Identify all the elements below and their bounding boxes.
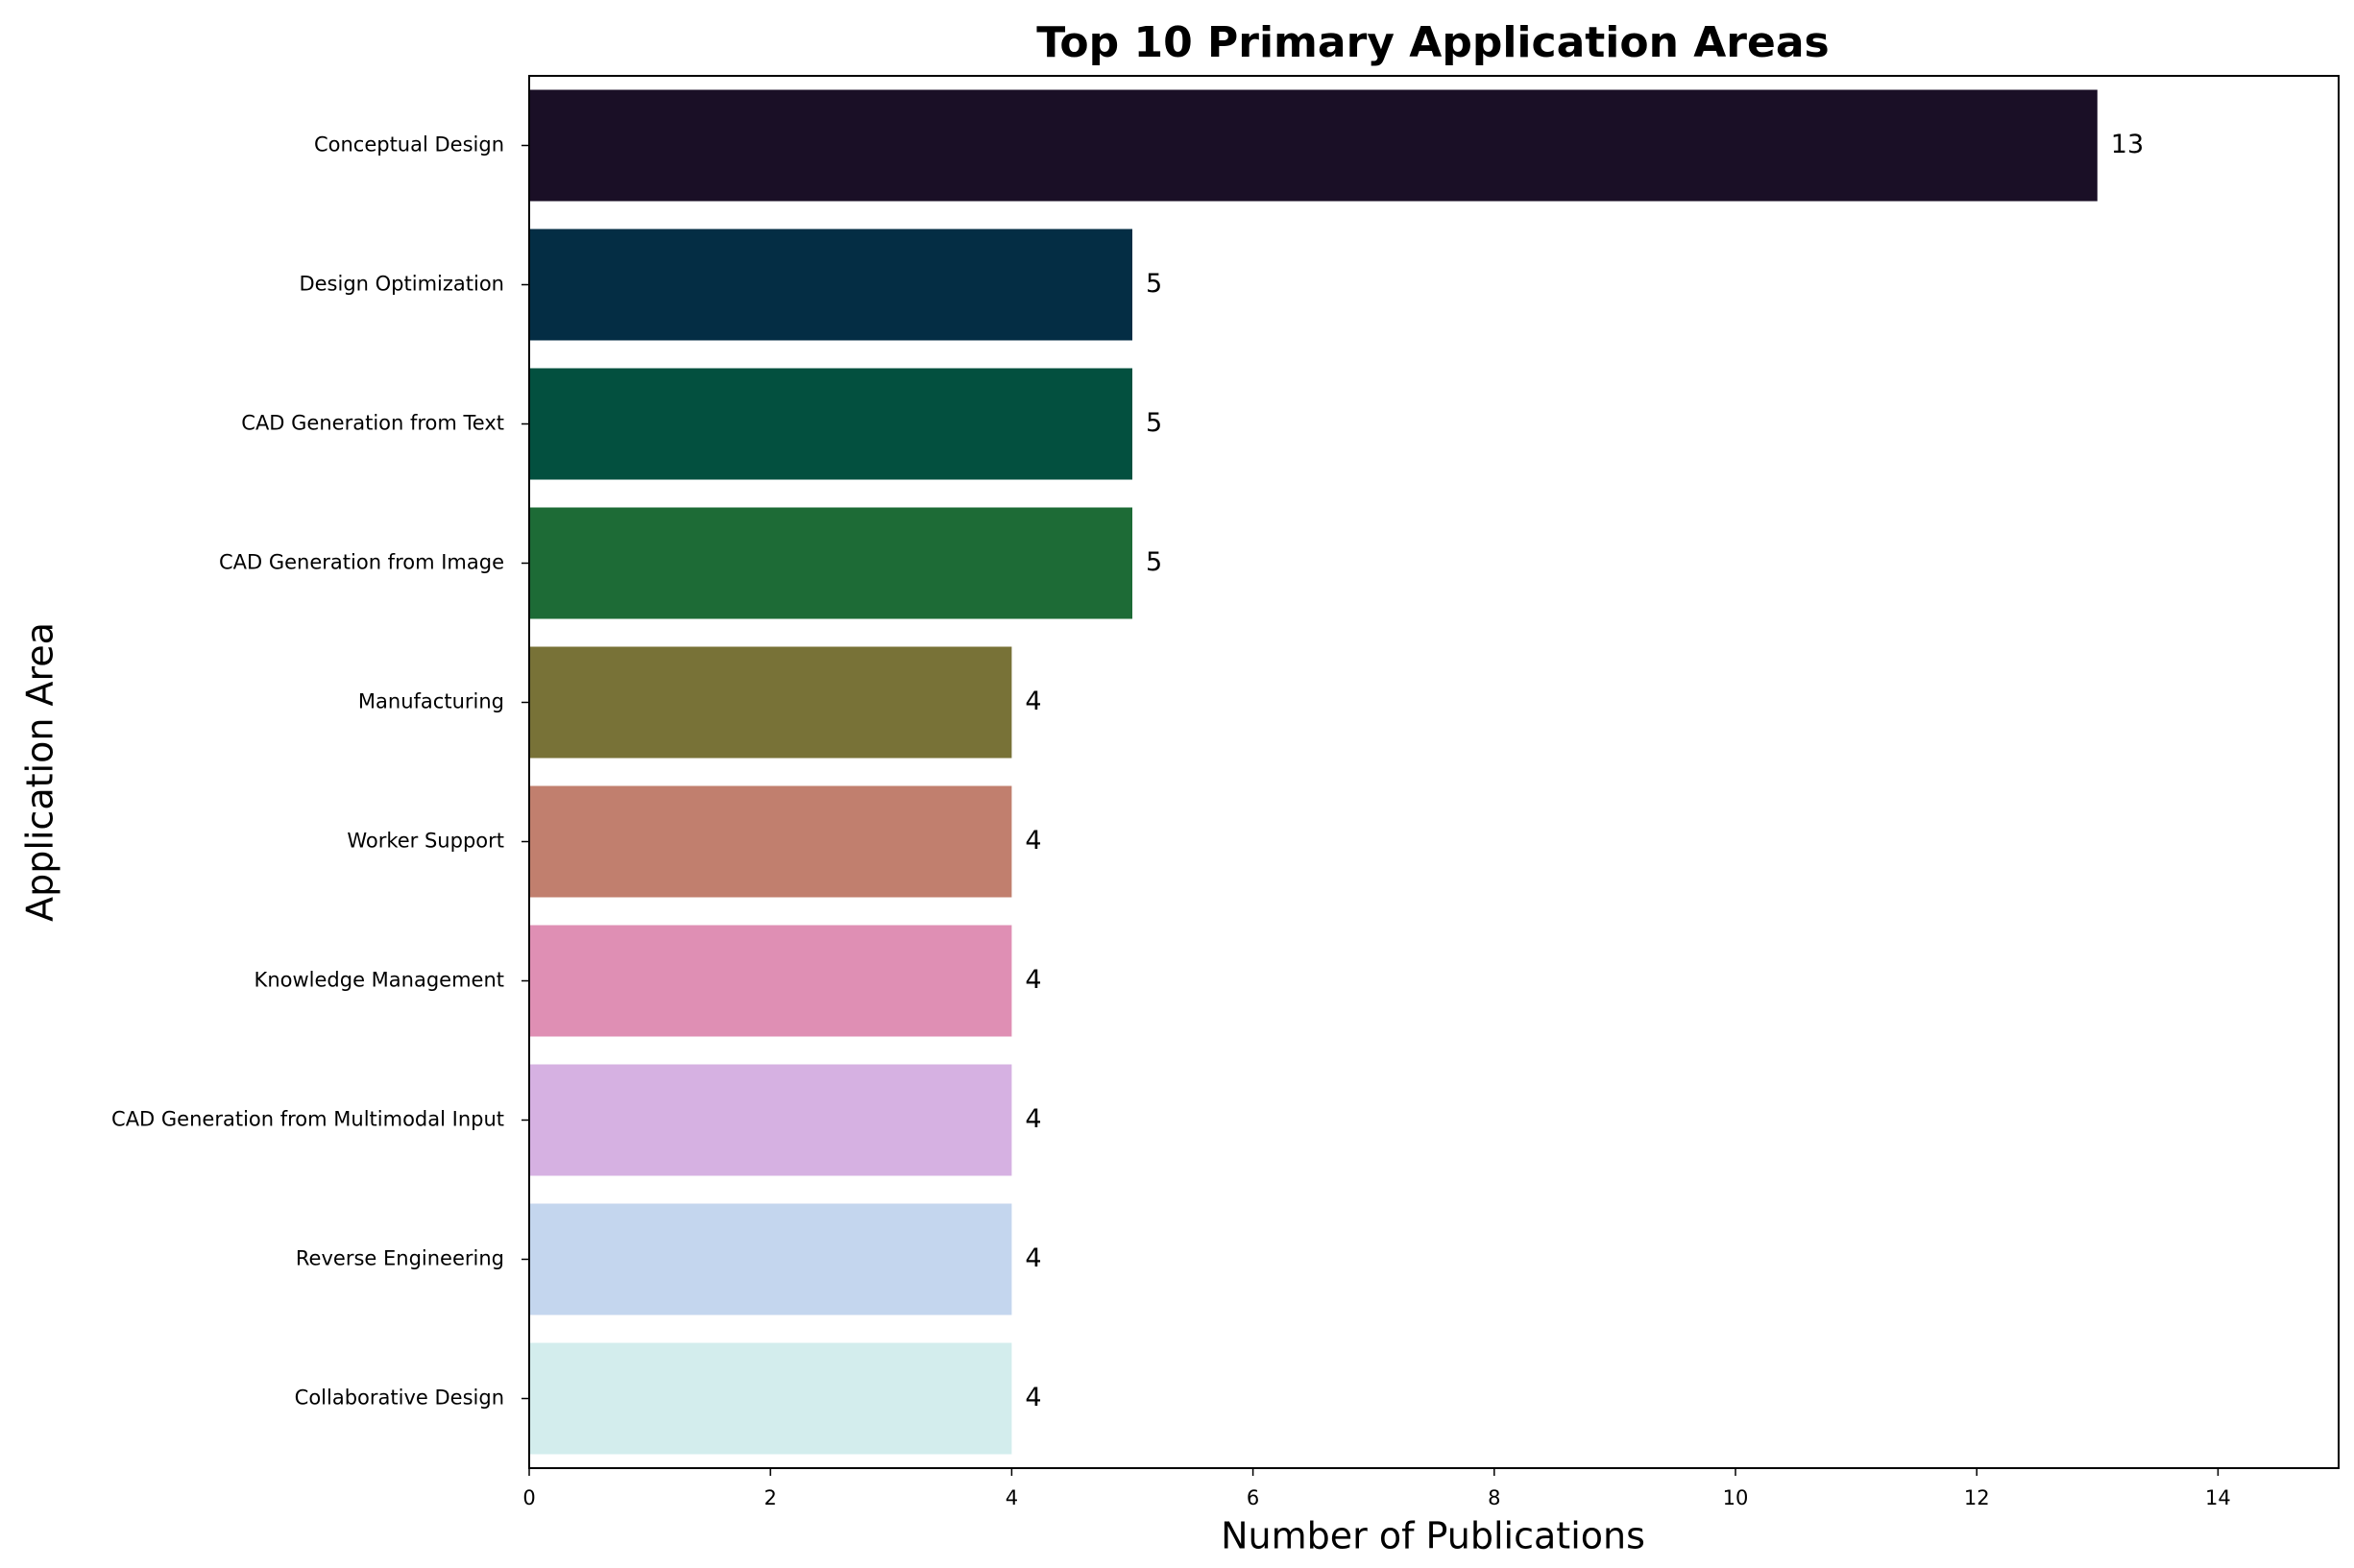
value-label: 4	[1025, 687, 1041, 716]
x-tick-label: 8	[1488, 1486, 1500, 1509]
bar	[529, 646, 1012, 759]
plot-frame	[528, 75, 2340, 1469]
x-tick-label: 0	[522, 1486, 535, 1509]
bar	[529, 925, 1012, 1037]
x-tick-label: 14	[2205, 1486, 2231, 1509]
chart-title: Top 10 Primary Application Areas	[1036, 18, 1829, 67]
bar	[529, 1064, 1012, 1176]
bar	[529, 368, 1132, 480]
value-label: 5	[1146, 547, 1162, 577]
y-tick-label: Reverse Engineering	[296, 1247, 504, 1270]
x-tick-label: 2	[764, 1486, 777, 1509]
bar	[529, 229, 1132, 341]
x-tick-label: 4	[1006, 1486, 1018, 1509]
bar	[529, 507, 1132, 619]
value-label: 13	[2111, 130, 2144, 159]
y-tick-label: Knowledge Management	[255, 969, 504, 992]
value-label: 4	[1025, 1383, 1041, 1412]
y-tick-label: Collaborative Design	[295, 1387, 504, 1410]
y-tick-label: CAD Generation from Image	[219, 551, 504, 574]
bar	[529, 1342, 1012, 1455]
y-tick-label: Worker Support	[347, 830, 504, 853]
value-label: 4	[1025, 1243, 1041, 1273]
y-tick-label: CAD Generation from Text	[241, 412, 504, 435]
value-label: 4	[1025, 1104, 1041, 1134]
bar	[529, 89, 2098, 202]
bar	[529, 785, 1012, 898]
value-label: 5	[1146, 269, 1162, 299]
x-tick-label: 12	[1964, 1486, 1990, 1509]
y-tick-label: Conceptual Design	[314, 133, 504, 157]
value-label: 4	[1025, 965, 1041, 995]
y-tick-label: Design Optimization	[299, 273, 504, 296]
x-tick-label: 6	[1247, 1486, 1259, 1509]
y-tick-label: CAD Generation from Multimodal Input	[111, 1108, 504, 1131]
value-label: 5	[1146, 408, 1162, 438]
y-axis-label: Application Area	[19, 622, 61, 922]
bar	[529, 1203, 1012, 1315]
value-label: 4	[1025, 826, 1041, 856]
x-axis-label: Number of Publications	[1221, 1515, 1645, 1557]
x-tick-label: 10	[1723, 1486, 1749, 1509]
y-tick-label: Manufacturing	[358, 690, 504, 713]
